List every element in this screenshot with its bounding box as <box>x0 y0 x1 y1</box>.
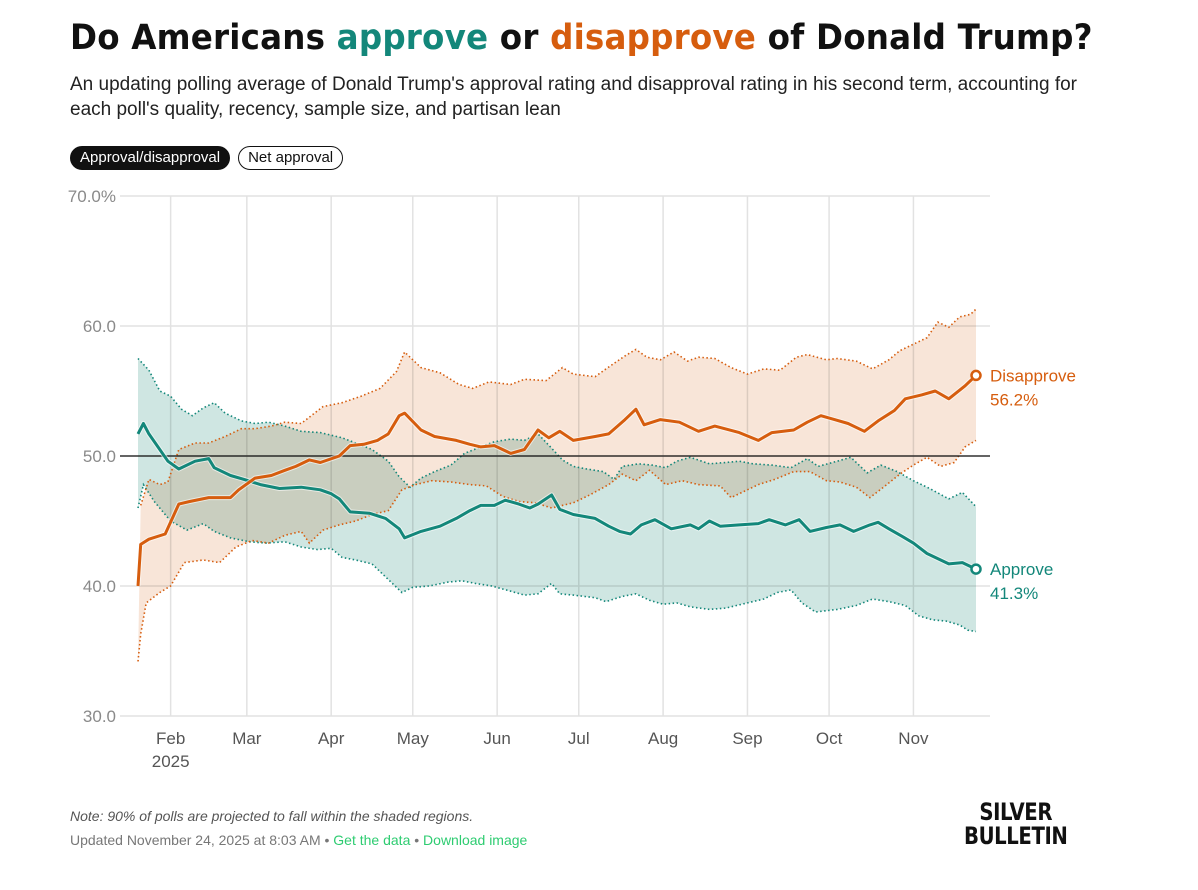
approval-chart: 70.0% 60.0 50.0 40.0 30.0 Feb 2025 Mar Apr May Jun… <box>68 187 1076 771</box>
title-approve-word: approve <box>336 18 489 58</box>
x-tick-label: Mar <box>232 729 262 748</box>
approve-band-lower-edge <box>137 482 977 633</box>
disapprove-band-upper-edge <box>139 308 977 506</box>
view-toggle-group: Approval/disapproval Net approval <box>70 146 344 170</box>
disapprove-line <box>136 374 978 587</box>
disapprove-end-label: Disapprove <box>990 366 1076 385</box>
bands <box>137 308 977 662</box>
separator: • <box>410 832 424 848</box>
separator: • <box>320 832 334 848</box>
x-tick-label: Feb <box>156 729 185 748</box>
logo-line-1: SILVER <box>979 798 1053 826</box>
get-data-link[interactable]: Get the data <box>333 832 411 848</box>
x-tick-label: Nov <box>898 729 929 748</box>
approve-line <box>136 422 977 571</box>
x-tick-label: Sep <box>732 729 762 748</box>
disapprove-band <box>138 309 976 662</box>
title-part-1: Do Americans <box>70 18 337 58</box>
x-tick-year-label: 2025 <box>152 752 190 771</box>
y-tick-label: 30.0 <box>83 707 116 726</box>
x-tick-label: Jul <box>568 729 590 748</box>
series-lines <box>135 373 978 587</box>
x-tick-label: Apr <box>318 729 345 748</box>
approve-end-label: Approve <box>990 560 1053 579</box>
approve-end-value: 41.3% <box>990 584 1038 603</box>
y-tick-label: 50.0 <box>83 447 116 466</box>
disapprove-end-marker <box>970 369 982 382</box>
y-tick-label: 70.0% <box>68 187 116 206</box>
end-labels: Approve 41.3% Disapprove 56.2% <box>970 366 1076 603</box>
page-title: Do Americans approve or disapprove of Do… <box>70 18 1093 58</box>
axis-ticks: 70.0% 60.0 50.0 40.0 30.0 Feb 2025 Mar Apr May Jun… <box>68 187 929 771</box>
title-part-5: of Donald Trump? <box>756 18 1093 58</box>
download-image-link[interactable]: Download image <box>423 832 528 848</box>
approve-end-marker <box>970 563 982 575</box>
footnote: Note: 90% of polls are projected to fall… <box>70 808 474 824</box>
subtitle: An updating polling average of Donald Tr… <box>70 74 1078 120</box>
toggle-net-approval[interactable]: Net approval <box>238 146 344 170</box>
title-disapprove-word: disapprove <box>550 18 757 58</box>
x-tick-label: May <box>397 729 430 748</box>
disapprove-end-value: 56.2% <box>990 390 1038 409</box>
title-part-3: or <box>488 18 551 58</box>
x-tick-label: Oct <box>816 729 843 748</box>
logo-line-2: BULLETIN <box>964 822 1068 850</box>
updated-timestamp: Updated November 24, 2025 at 8:03 AM <box>70 832 321 848</box>
updated-line: Updated November 24, 2025 at 8:03 AM • G… <box>70 832 527 848</box>
disapprove-band-lower-edge <box>137 439 977 662</box>
y-tick-label: 40.0 <box>83 577 116 596</box>
silver-bulletin-logo: SILVER BULLETIN <box>964 798 1068 850</box>
toggle-approval-disapproval[interactable]: Approval/disapproval <box>70 146 231 170</box>
x-tick-label: Aug <box>648 729 678 748</box>
x-tick-label: Jun <box>483 729 510 748</box>
y-tick-label: 60.0 <box>83 317 116 336</box>
